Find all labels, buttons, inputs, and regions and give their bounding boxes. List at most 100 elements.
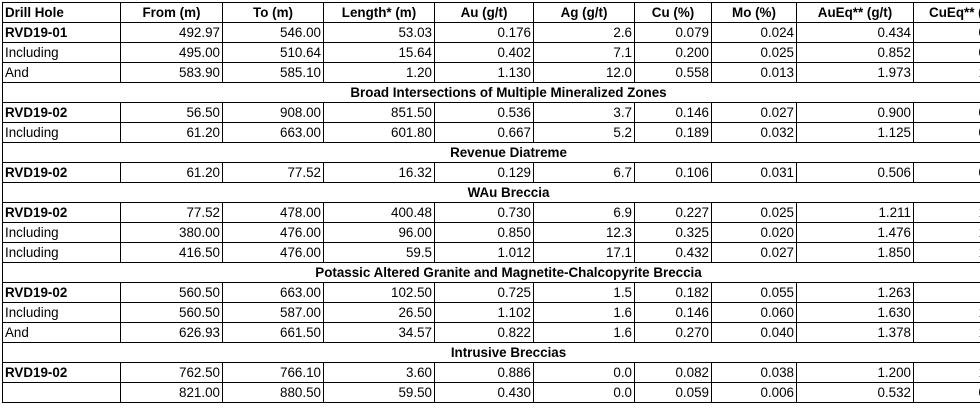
table-row: Including 495.00 510.64 15.64 0.402 7.1 0.200 0… [2,42,980,63]
cu-cell: 0.106 [634,162,712,183]
from-cell: 495.00 [120,42,223,63]
cueq-cell: 1.057 [913,362,980,383]
length-cell: 851.50 [323,102,435,123]
au-cell: 0.176 [434,22,534,43]
drill-hole-cell: And [2,322,121,343]
ag-cell: 0.0 [533,382,635,403]
mo-cell: 0.027 [711,242,797,263]
header-row: Drill Hole From (m) To (m) Length* (m) A… [2,2,980,23]
from-cell: 492.97 [120,22,223,43]
cueq-cell: 0.792 [913,102,980,123]
table-row: RVD19-01 492.97 546.00 53.03 0.176 2.6 0.079 0.… [2,22,980,43]
section-header-row: Intrusive Breccias [2,342,980,363]
to-cell: 585.10 [222,62,324,83]
aueq-cell: 1.378 [796,322,914,343]
from-cell: 583.90 [120,62,223,83]
to-cell: 478.00 [222,202,324,223]
table-row: RVD19-02 56.50 908.00 851.50 0.536 3.7 0.146 0.… [2,102,980,123]
column-header-au: Au (g/t) [434,2,534,23]
drill-hole-cell: RVD19-02 [2,362,121,383]
table-row: And 626.93 661.50 34.57 0.822 1.6 0.270 0.040 1.… [2,322,980,343]
from-cell: 560.50 [120,302,223,323]
mo-cell: 0.027 [711,102,797,123]
section-title: Revenue Diatreme [2,142,980,163]
ag-cell: 3.7 [533,102,635,123]
table-row: Including 380.00 476.00 96.00 0.850 12.3 0.325… [2,222,980,243]
table-body: RVD19-01 492.97 546.00 53.03 0.176 2.6 0.079 0.… [2,22,980,403]
section-header-row: Revenue Diatreme [2,142,980,163]
section-title: Intrusive Breccias [2,342,980,363]
ag-cell: 1.5 [533,282,635,303]
to-cell: 510.64 [222,42,324,63]
cueq-cell: 1.436 [913,302,980,323]
from-cell: 762.50 [120,362,223,383]
length-cell: 102.50 [323,282,435,303]
table-row: Including 61.20 663.00 601.80 0.667 5.2 0.189 0… [2,122,980,143]
aueq-cell: 1.211 [796,202,914,223]
aueq-cell: 0.434 [796,22,914,43]
au-cell: 1.130 [434,62,534,83]
table-row: RVD19-02 61.20 77.52 16.32 0.129 6.7 0.106 0.03… [2,162,980,183]
drill-hole-cell: RVD19-01 [2,22,121,43]
to-cell: 766.10 [222,362,324,383]
to-cell: 908.00 [222,102,324,123]
section-header-row: Broad Intersections of Multiple Minerali… [2,82,980,103]
to-cell: 663.00 [222,122,324,143]
column-header-to: To (m) [222,2,324,23]
table-row: RVD19-02 560.50 663.00 102.50 0.725 1.5 0.182 0… [2,282,980,303]
mo-cell: 0.038 [711,362,797,383]
drill-hole-cell: And [2,62,121,83]
table-row: Including 416.50 476.00 59.5 1.012 17.1 0.432 0… [2,242,980,263]
ag-cell: 12.0 [533,62,635,83]
column-header-mo: Mo (%) [711,2,797,23]
au-cell: 0.850 [434,222,534,243]
au-cell: 0.822 [434,322,534,343]
ag-cell: 6.7 [533,162,635,183]
length-cell: 400.48 [323,202,435,223]
cueq-cell: 1.066 [913,202,980,223]
to-cell: 476.00 [222,222,324,243]
to-cell: 663.00 [222,282,324,303]
column-header-ag: Ag (g/t) [533,2,635,23]
length-cell: 34.57 [323,322,435,343]
from-cell: 61.20 [120,162,223,183]
section-header-row: WAu Breccia [2,182,980,203]
length-cell: 16.32 [323,162,435,183]
cueq-cell: 0.445 [913,162,980,183]
table-row: And 583.90 585.10 1.20 1.130 12.0 0.558 0.013 1.… [2,62,980,83]
cueq-cell: 1.738 [913,62,980,83]
aueq-cell: 1.125 [796,122,914,143]
ag-cell: 12.3 [533,222,635,243]
cu-cell: 0.325 [634,222,712,243]
column-header-cu: Cu (%) [634,2,712,23]
from-cell: 821.00 [120,382,223,403]
from-cell: 416.50 [120,242,223,263]
mo-cell: 0.031 [711,162,797,183]
mo-cell: 0.040 [711,322,797,343]
cueq-cell: 0.382 [913,22,980,43]
drill-hole-cell: RVD19-02 [2,162,121,183]
ag-cell: 0.0 [533,362,635,383]
length-cell: 3.60 [323,362,435,383]
ag-cell: 6.9 [533,202,635,223]
section-header-row: Potassic Altered Granite and Magnetite-C… [2,262,980,283]
section-title: Broad Intersections of Multiple Minerali… [2,82,980,103]
mo-cell: 0.055 [711,282,797,303]
au-cell: 0.886 [434,362,534,383]
cu-cell: 0.146 [634,302,712,323]
from-cell: 56.50 [120,102,223,123]
cueq-cell: 0.469 [913,382,980,403]
drill-hole-cell: RVD19-02 [2,202,121,223]
drill-hole-cell: Including [2,302,121,323]
aueq-cell: 0.506 [796,162,914,183]
drill-hole-cell: RVD19-02 [2,282,121,303]
mo-cell: 0.032 [711,122,797,143]
length-cell: 601.80 [323,122,435,143]
aueq-cell: 1.973 [796,62,914,83]
ag-cell: 5.2 [533,122,635,143]
length-cell: 96.00 [323,222,435,243]
table-row: RVD19-02 762.50 766.10 3.60 0.886 0.0 0.082 0.0… [2,362,980,383]
au-cell: 0.430 [434,382,534,403]
length-cell: 1.20 [323,62,435,83]
drill-hole-cell [2,382,121,403]
